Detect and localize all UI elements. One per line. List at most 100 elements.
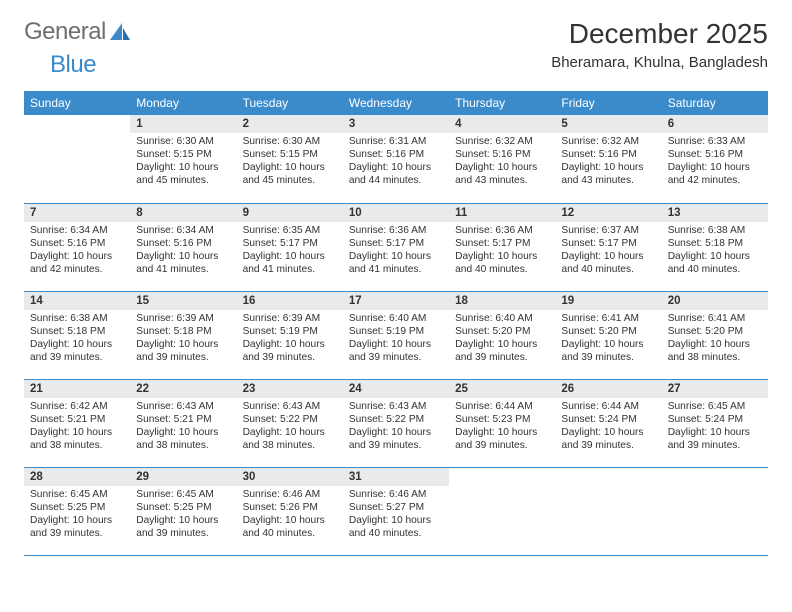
day-sunset: Sunset: 5:26 PM [243, 501, 337, 514]
logo-text-general: General [24, 18, 106, 46]
day-sunset: Sunset: 5:25 PM [136, 501, 230, 514]
weekday-header: Friday [555, 91, 661, 115]
day-day2: and 40 minutes. [561, 263, 655, 276]
weekday-header: Monday [130, 91, 236, 115]
day-day2: and 45 minutes. [243, 174, 337, 187]
day-day2: and 39 minutes. [561, 439, 655, 452]
day-day2: and 39 minutes. [243, 351, 337, 364]
day-day1: Daylight: 10 hours [561, 161, 655, 174]
day-day1: Daylight: 10 hours [243, 514, 337, 527]
day-number: 1 [130, 115, 236, 133]
day-sunrise: Sunrise: 6:46 AM [349, 488, 443, 501]
day-sunset: Sunset: 5:22 PM [243, 413, 337, 426]
day-day2: and 40 minutes. [349, 527, 443, 540]
day-details: Sunrise: 6:43 AMSunset: 5:21 PMDaylight:… [130, 398, 236, 456]
day-day2: and 39 minutes. [136, 527, 230, 540]
day-details: Sunrise: 6:42 AMSunset: 5:21 PMDaylight:… [24, 398, 130, 456]
calendar-table: Sunday Monday Tuesday Wednesday Thursday… [24, 91, 768, 556]
day-sunrise: Sunrise: 6:31 AM [349, 135, 443, 148]
day-number: 9 [237, 204, 343, 222]
day-day2: and 38 minutes. [30, 439, 124, 452]
day-day2: and 40 minutes. [455, 263, 549, 276]
day-number: 15 [130, 292, 236, 310]
day-day2: and 39 minutes. [455, 351, 549, 364]
day-sunset: Sunset: 5:23 PM [455, 413, 549, 426]
day-details: Sunrise: 6:40 AMSunset: 5:20 PMDaylight:… [449, 310, 555, 368]
day-details: Sunrise: 6:34 AMSunset: 5:16 PMDaylight:… [130, 222, 236, 280]
day-sunrise: Sunrise: 6:32 AM [561, 135, 655, 148]
day-details: Sunrise: 6:34 AMSunset: 5:16 PMDaylight:… [24, 222, 130, 280]
day-day1: Daylight: 10 hours [243, 161, 337, 174]
calendar-cell: 20Sunrise: 6:41 AMSunset: 5:20 PMDayligh… [662, 291, 768, 379]
day-details: Sunrise: 6:37 AMSunset: 5:17 PMDaylight:… [555, 222, 661, 280]
day-sunset: Sunset: 5:16 PM [136, 237, 230, 250]
day-number [662, 468, 768, 486]
day-details: Sunrise: 6:32 AMSunset: 5:16 PMDaylight:… [449, 133, 555, 191]
day-sunrise: Sunrise: 6:38 AM [30, 312, 124, 325]
day-day2: and 41 minutes. [136, 263, 230, 276]
weekday-header: Saturday [662, 91, 768, 115]
day-day2: and 43 minutes. [455, 174, 549, 187]
day-sunrise: Sunrise: 6:46 AM [243, 488, 337, 501]
day-number: 22 [130, 380, 236, 398]
day-sunrise: Sunrise: 6:41 AM [668, 312, 762, 325]
day-sunrise: Sunrise: 6:42 AM [30, 400, 124, 413]
day-details: Sunrise: 6:39 AMSunset: 5:18 PMDaylight:… [130, 310, 236, 368]
calendar-cell: 17Sunrise: 6:40 AMSunset: 5:19 PMDayligh… [343, 291, 449, 379]
day-details: Sunrise: 6:43 AMSunset: 5:22 PMDaylight:… [237, 398, 343, 456]
day-sunset: Sunset: 5:19 PM [349, 325, 443, 338]
calendar-cell: 26Sunrise: 6:44 AMSunset: 5:24 PMDayligh… [555, 379, 661, 467]
day-day1: Daylight: 10 hours [455, 250, 549, 263]
day-day1: Daylight: 10 hours [349, 426, 443, 439]
calendar-cell: 27Sunrise: 6:45 AMSunset: 5:24 PMDayligh… [662, 379, 768, 467]
day-day1: Daylight: 10 hours [349, 338, 443, 351]
day-number: 2 [237, 115, 343, 133]
logo-sail-icon [110, 23, 130, 41]
day-sunset: Sunset: 5:24 PM [561, 413, 655, 426]
calendar-week-row: 14Sunrise: 6:38 AMSunset: 5:18 PMDayligh… [24, 291, 768, 379]
day-sunset: Sunset: 5:20 PM [455, 325, 549, 338]
day-details [555, 486, 661, 492]
day-sunset: Sunset: 5:15 PM [136, 148, 230, 161]
weekday-header-row: Sunday Monday Tuesday Wednesday Thursday… [24, 91, 768, 115]
calendar-cell: 2Sunrise: 6:30 AMSunset: 5:15 PMDaylight… [237, 115, 343, 203]
day-number [449, 468, 555, 486]
day-day1: Daylight: 10 hours [668, 161, 762, 174]
day-day2: and 39 minutes. [668, 439, 762, 452]
calendar-week-row: 28Sunrise: 6:45 AMSunset: 5:25 PMDayligh… [24, 467, 768, 555]
day-number: 13 [662, 204, 768, 222]
day-sunrise: Sunrise: 6:44 AM [455, 400, 549, 413]
day-day1: Daylight: 10 hours [136, 514, 230, 527]
day-sunset: Sunset: 5:18 PM [30, 325, 124, 338]
calendar-week-row: 7Sunrise: 6:34 AMSunset: 5:16 PMDaylight… [24, 203, 768, 291]
day-number: 8 [130, 204, 236, 222]
day-sunrise: Sunrise: 6:34 AM [30, 224, 124, 237]
calendar-cell: 30Sunrise: 6:46 AMSunset: 5:26 PMDayligh… [237, 467, 343, 555]
calendar-cell: 29Sunrise: 6:45 AMSunset: 5:25 PMDayligh… [130, 467, 236, 555]
logo-text-blue: Blue [50, 51, 96, 78]
day-details: Sunrise: 6:38 AMSunset: 5:18 PMDaylight:… [24, 310, 130, 368]
day-sunset: Sunset: 5:15 PM [243, 148, 337, 161]
day-details: Sunrise: 6:45 AMSunset: 5:25 PMDaylight:… [130, 486, 236, 544]
day-number: 12 [555, 204, 661, 222]
day-day2: and 39 minutes. [349, 439, 443, 452]
day-details: Sunrise: 6:43 AMSunset: 5:22 PMDaylight:… [343, 398, 449, 456]
calendar-cell [662, 467, 768, 555]
calendar-cell: 28Sunrise: 6:45 AMSunset: 5:25 PMDayligh… [24, 467, 130, 555]
calendar-cell: 19Sunrise: 6:41 AMSunset: 5:20 PMDayligh… [555, 291, 661, 379]
day-number: 26 [555, 380, 661, 398]
day-sunset: Sunset: 5:21 PM [30, 413, 124, 426]
calendar-week-row: 21Sunrise: 6:42 AMSunset: 5:21 PMDayligh… [24, 379, 768, 467]
day-number: 28 [24, 468, 130, 486]
calendar-cell: 25Sunrise: 6:44 AMSunset: 5:23 PMDayligh… [449, 379, 555, 467]
day-sunset: Sunset: 5:17 PM [561, 237, 655, 250]
calendar-cell: 3Sunrise: 6:31 AMSunset: 5:16 PMDaylight… [343, 115, 449, 203]
day-sunrise: Sunrise: 6:34 AM [136, 224, 230, 237]
weekday-header: Sunday [24, 91, 130, 115]
day-sunrise: Sunrise: 6:33 AM [668, 135, 762, 148]
day-day1: Daylight: 10 hours [561, 338, 655, 351]
day-details [24, 133, 130, 139]
day-details: Sunrise: 6:45 AMSunset: 5:24 PMDaylight:… [662, 398, 768, 456]
day-day2: and 40 minutes. [243, 527, 337, 540]
day-details: Sunrise: 6:33 AMSunset: 5:16 PMDaylight:… [662, 133, 768, 191]
